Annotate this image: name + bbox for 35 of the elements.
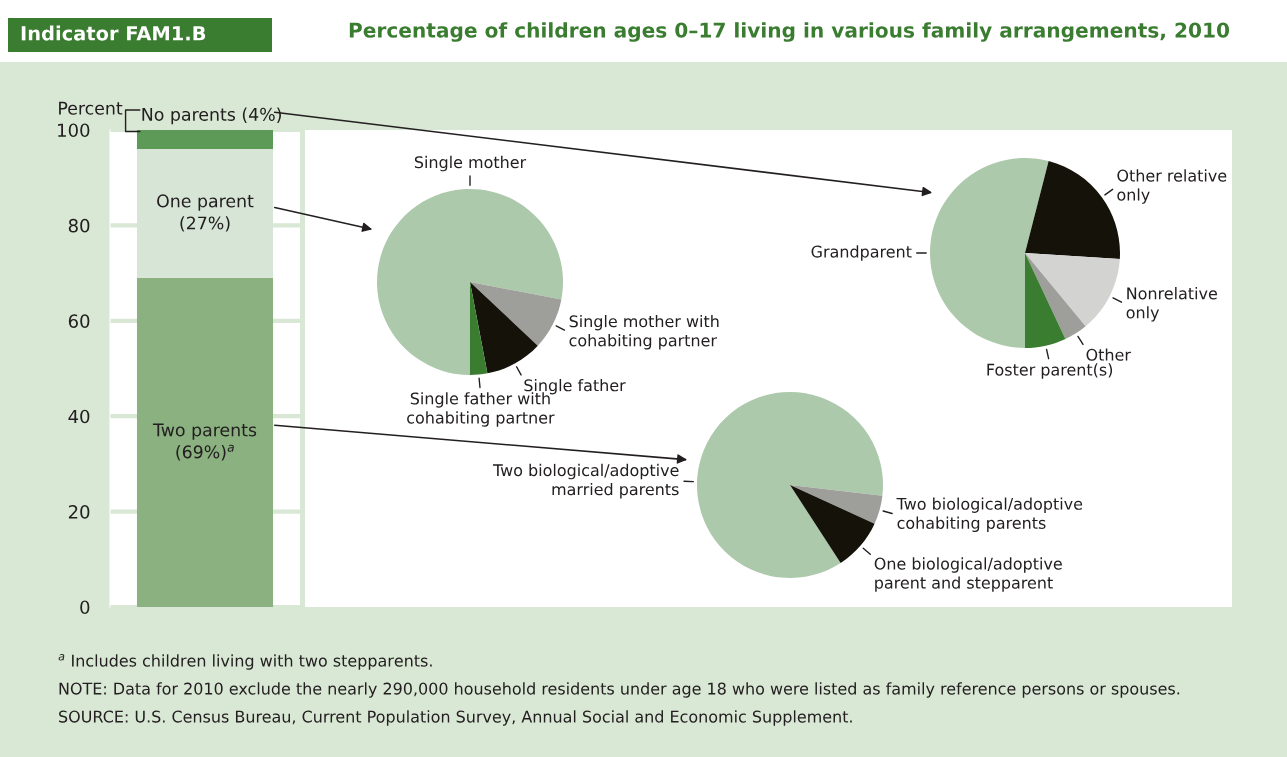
series-label: Two parents (69%)$^{a}$ xyxy=(152,423,257,461)
slice-label: Foster parent(s) xyxy=(987,363,1113,379)
y-tick-label: 20 xyxy=(68,505,90,519)
pie-slice xyxy=(470,282,562,346)
slice-label: Single mother with cohabiting partner xyxy=(569,314,719,350)
source-note: SOURCE: U.S. Census Bureau, Current Population Survey, Annual Social and Economic Supplement. xyxy=(59,710,852,726)
y-tick-label: 0 xyxy=(80,600,90,615)
y-tick-label: 100 xyxy=(58,123,90,138)
pie-slice xyxy=(1025,253,1086,339)
text: $^{a}$ Includes children living with two stepparents. xyxy=(58,654,432,670)
y-tick-label: 40 xyxy=(68,409,90,424)
slice-label: Nonrelative only xyxy=(1126,287,1217,322)
pie-slice xyxy=(1025,253,1066,348)
slice-label: Grandparent xyxy=(811,245,912,261)
slice-label: One biological/adoptive parent and stepparent xyxy=(874,557,1062,592)
series-label: No parents (4%) xyxy=(142,107,281,125)
pie-slice xyxy=(930,158,1049,348)
pie-slice xyxy=(1025,253,1120,327)
pie-slice xyxy=(377,189,563,375)
text: NOTE: Data for 2010 exclude the nearly 290,000 household residents under age 18 who were listed as family reference persons or spouses. xyxy=(59,682,1180,698)
y-tick-label: 60 xyxy=(68,314,90,328)
series-label: One parent (27%) xyxy=(157,194,254,232)
slice-label: Single mother xyxy=(414,155,527,172)
pie-slice xyxy=(790,485,883,524)
slice-label: Two biological/adoptive cohabiting parents xyxy=(896,497,1083,533)
slice-label: Other relative only xyxy=(1117,169,1227,204)
chart-subtitle: Indicator FAM1.B xyxy=(21,25,206,41)
pie-slice xyxy=(790,485,875,563)
y-tick-label: 80 xyxy=(68,218,90,233)
text: Percentage of children ages 0–17 living in various family arrangements, 2010 xyxy=(349,22,1230,42)
y-axis-title: Percent xyxy=(59,101,123,115)
pie-slice xyxy=(470,282,538,374)
slice-label: Two biological/adoptive married parents xyxy=(492,463,679,499)
pie-slice xyxy=(470,282,488,375)
slice-label: Other xyxy=(1086,348,1131,361)
